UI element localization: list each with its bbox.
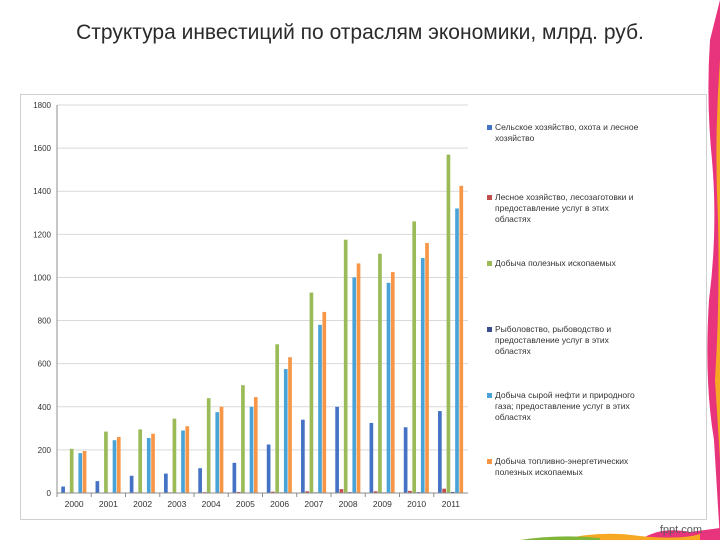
- bar: [271, 491, 275, 493]
- y-tick-label: 800: [38, 317, 52, 326]
- bar: [206, 398, 211, 493]
- bar: [95, 481, 100, 493]
- bar: [403, 427, 408, 493]
- y-tick-label: 600: [38, 360, 52, 369]
- bar: [112, 440, 117, 493]
- bar: [151, 433, 155, 493]
- legend-swatch: [487, 393, 492, 398]
- bar: [322, 311, 327, 493]
- bar: [138, 429, 143, 493]
- bar-layer: [61, 154, 464, 494]
- bar: [309, 292, 314, 493]
- y-tick-label: 1400: [33, 187, 51, 196]
- bar: [373, 491, 378, 493]
- legend-label: Добыча сырой нефти и природного газа; пр…: [495, 390, 635, 422]
- x-tick-label: 2009: [373, 499, 392, 509]
- bar: [61, 486, 65, 493]
- legend-label: Рыболовство, рыбоводство и предоставлени…: [495, 324, 612, 356]
- x-tick-label: 2002: [133, 499, 152, 509]
- bar: [301, 419, 305, 493]
- bar: [116, 436, 121, 493]
- bar: [69, 448, 74, 493]
- bar: [412, 221, 417, 493]
- legend-swatch: [487, 261, 492, 266]
- y-tick-label: 1200: [33, 230, 51, 239]
- x-tick-label: 2010: [407, 499, 426, 509]
- decorative-ribbon-bottom: [0, 528, 720, 540]
- legend-label: Добыча топливно-энергетических полезных …: [495, 456, 629, 477]
- bar: [339, 489, 344, 493]
- bar: [185, 426, 190, 493]
- x-tick-label: 2000: [65, 499, 84, 509]
- bar: [378, 253, 382, 493]
- bar: [390, 272, 395, 493]
- x-tick-label: 2006: [270, 499, 289, 509]
- legend-swatch: [487, 327, 492, 332]
- bar: [343, 239, 348, 493]
- bar: [82, 450, 87, 493]
- bar: [249, 406, 254, 493]
- bar: [420, 258, 425, 493]
- bar: [215, 412, 220, 493]
- bar: [408, 490, 412, 493]
- bar: [198, 468, 202, 493]
- decorative-ribbon-right: [707, 0, 720, 540]
- y-tick-label: 0: [47, 489, 52, 498]
- legend-swatch: [487, 195, 492, 200]
- bar: [335, 406, 339, 493]
- bar: [438, 411, 442, 493]
- legend-label: Сельское хозяйство, охота и лесное хозяй…: [495, 122, 639, 143]
- bar: [236, 491, 241, 493]
- bar: [241, 385, 245, 493]
- bar: [318, 324, 322, 493]
- x-tick-label: 2001: [99, 499, 118, 509]
- x-tick-label: 2003: [167, 499, 186, 509]
- bar: [104, 431, 108, 493]
- y-tick-label: 1800: [33, 101, 51, 110]
- y-tick-label: 1000: [33, 273, 51, 282]
- bar: [172, 418, 177, 493]
- x-tick-label: 2004: [202, 499, 221, 509]
- bar: [146, 438, 151, 493]
- chart-container: 0 200 400 600 800 1000 1200 1400 1600 1800 2000 200…: [20, 94, 707, 520]
- bar: [369, 422, 374, 493]
- y-tick-label: 200: [38, 446, 52, 455]
- axis-layer: 0 200 400 600 800 1000 1200 1400 1600 1800 2000 200…: [33, 101, 468, 509]
- bar-chart: 0 200 400 600 800 1000 1200 1400 1600 1800 2000 200…: [33, 101, 468, 509]
- x-tick-label: 2005: [236, 499, 255, 509]
- y-tick-label: 1600: [33, 144, 51, 153]
- bar: [232, 462, 237, 493]
- bar: [450, 491, 455, 493]
- bar: [253, 397, 258, 493]
- bar: [78, 453, 83, 493]
- y-tick-label: 400: [38, 403, 52, 412]
- bar: [455, 208, 459, 493]
- watermark-text: fppt.com: [659, 524, 702, 536]
- bar: [283, 369, 288, 493]
- bar: [386, 282, 391, 493]
- bar: [446, 154, 451, 493]
- bar: [219, 406, 224, 493]
- bar: [442, 488, 446, 493]
- bar: [266, 444, 271, 493]
- legend-label: Лесное хозяйство, лесозаготовки и предос…: [495, 192, 634, 224]
- x-tick-label: 2007: [304, 499, 323, 509]
- legend-swatch: [487, 125, 492, 130]
- bar: [305, 491, 309, 493]
- legend-swatch: [487, 459, 492, 464]
- bar: [129, 475, 134, 493]
- bar: [164, 473, 168, 493]
- bar: [181, 430, 185, 493]
- x-tick-label: 2008: [339, 499, 358, 509]
- bar: [356, 263, 361, 493]
- slide-title: Структура инвестиций по отраслям экономи…: [76, 21, 644, 44]
- bar: [352, 277, 357, 493]
- legend-label: Добыча полезных ископаемых: [495, 258, 616, 268]
- bar: [459, 185, 464, 493]
- x-tick-label: 2011: [442, 499, 461, 509]
- bar: [275, 344, 280, 493]
- bar: [288, 357, 292, 493]
- bar: [425, 242, 429, 493]
